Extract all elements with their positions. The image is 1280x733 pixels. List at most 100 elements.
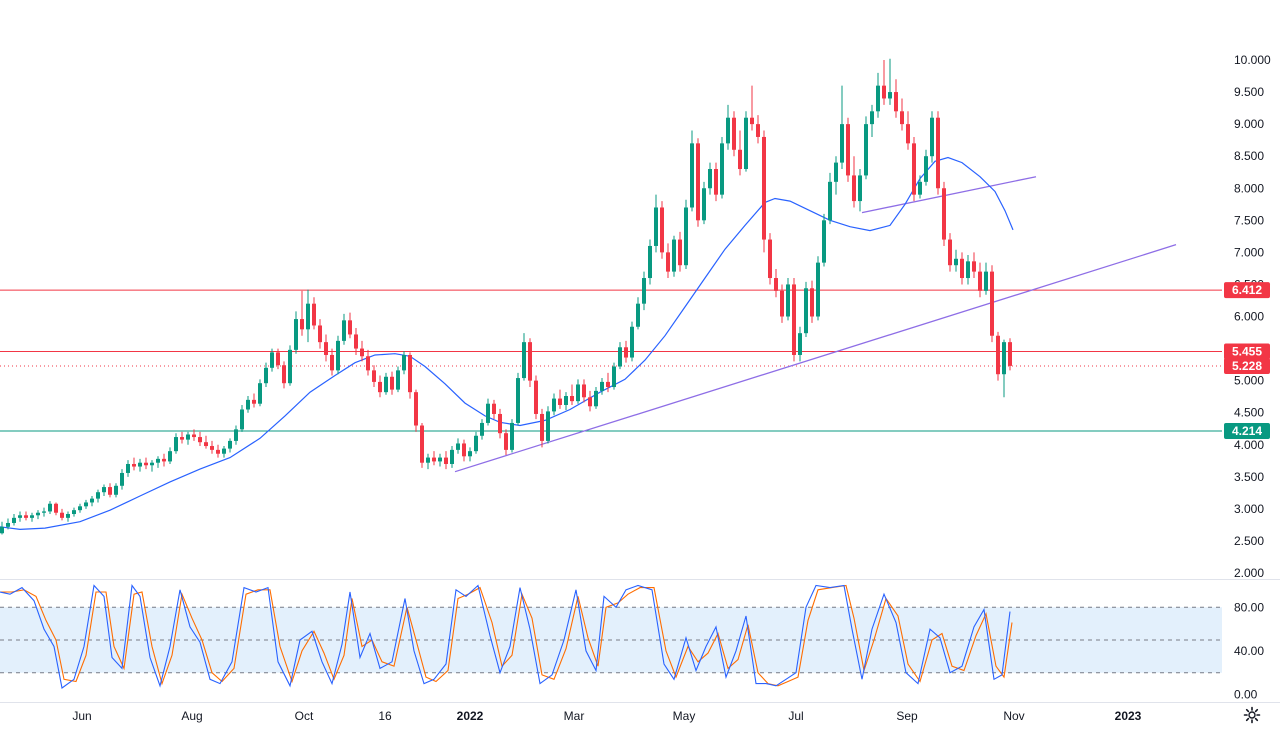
candle-body [912, 143, 916, 195]
candle-body [120, 472, 124, 486]
candle-body [816, 262, 820, 317]
candle-body [930, 117, 934, 157]
candle-body [798, 333, 802, 355]
candle-body [618, 347, 622, 367]
candle-body [186, 434, 190, 440]
candle-body [60, 512, 64, 518]
candle-body [474, 435, 478, 452]
candle-body [744, 117, 748, 170]
candle-body [420, 425, 424, 463]
price-axis-tick: 2.000 [1234, 566, 1264, 580]
candle-body [546, 411, 550, 441]
candle-body [438, 457, 442, 462]
candle-body [726, 117, 730, 144]
candle-body [990, 271, 994, 336]
time-axis-tick: Nov [1003, 709, 1024, 723]
candle-body [342, 320, 346, 341]
chart-settings-button[interactable] [1242, 705, 1262, 725]
candle-body [774, 278, 778, 291]
candle-body [534, 380, 538, 414]
candle-body [24, 515, 28, 518]
candle-body [522, 342, 526, 379]
candle-body [324, 342, 328, 355]
candle-body [786, 284, 790, 317]
candle-body [48, 503, 52, 512]
candle-body [240, 409, 244, 430]
candle-body [876, 85, 880, 112]
candle-body [6, 522, 10, 527]
candle-body [66, 514, 70, 518]
candle-body [972, 261, 976, 272]
candle-body [834, 162, 838, 182]
candle-body [804, 288, 808, 334]
candle-body [612, 366, 616, 388]
candle-body [384, 376, 388, 393]
candle-body [702, 188, 706, 221]
candle-body [756, 124, 760, 137]
candle-body [90, 498, 94, 503]
candle-body [18, 515, 22, 518]
candle-body [300, 319, 304, 330]
candle-body [924, 156, 928, 182]
candle-body [312, 303, 316, 326]
candle-body [348, 320, 352, 335]
price-level-badge [1224, 358, 1270, 375]
candle-body [378, 381, 382, 393]
candle-body [624, 347, 628, 358]
candle-body [30, 515, 34, 518]
price-axis-tick: 8.500 [1234, 149, 1264, 163]
candle-body [498, 413, 502, 434]
candle-body [246, 399, 250, 410]
candle-body [648, 245, 652, 279]
candle-body [966, 261, 970, 279]
candle-body [558, 398, 562, 405]
candle-body [768, 239, 772, 279]
price-axis-tick: 5.000 [1234, 374, 1264, 388]
candle-body [678, 239, 682, 266]
candle-body [96, 492, 100, 499]
candle-body [750, 117, 754, 125]
candle-body [366, 356, 370, 371]
price-axis-tick: 7.000 [1234, 245, 1264, 259]
candle-body [576, 384, 580, 402]
candle-body [144, 462, 148, 466]
price-level-label: 5.455 [1232, 344, 1262, 358]
candle-body [390, 376, 394, 390]
time-axis-tick: Jul [788, 709, 803, 723]
price-axis-tick: 9.000 [1234, 117, 1264, 131]
candle-body [336, 340, 340, 371]
candle-body [882, 85, 886, 99]
candle-body [72, 510, 76, 515]
time-axis-tick: May [673, 709, 696, 723]
price-level-label: 4.214 [1232, 424, 1262, 438]
candle-body [408, 354, 412, 393]
price-axis-tick: 3.000 [1234, 502, 1264, 516]
candle-body [126, 463, 130, 473]
candle-body [600, 381, 604, 391]
candle-body [654, 207, 658, 246]
gear-icon [1243, 706, 1261, 724]
time-axis-tick: Aug [181, 709, 202, 723]
candle-body [582, 384, 586, 398]
candle-body [936, 117, 940, 189]
candle-body [762, 136, 766, 240]
candle-body [234, 429, 238, 441]
candle-body [198, 437, 202, 443]
candle-body [216, 449, 220, 454]
candle-body [0, 526, 4, 534]
candle-body [396, 370, 400, 390]
candle-body [486, 403, 490, 423]
candle-body [444, 457, 448, 464]
candle-body [468, 451, 472, 457]
time-axis-tick: Oct [295, 709, 314, 723]
candle-body [588, 397, 592, 407]
candle-body [606, 381, 610, 388]
candle-body [402, 354, 406, 371]
time-axis-tick: Jun [72, 709, 91, 723]
time-axis-tick: 2023 [1115, 709, 1142, 723]
candle-body [264, 367, 268, 384]
price-axis-tick: 8.000 [1234, 181, 1264, 195]
candle-body [354, 334, 358, 349]
